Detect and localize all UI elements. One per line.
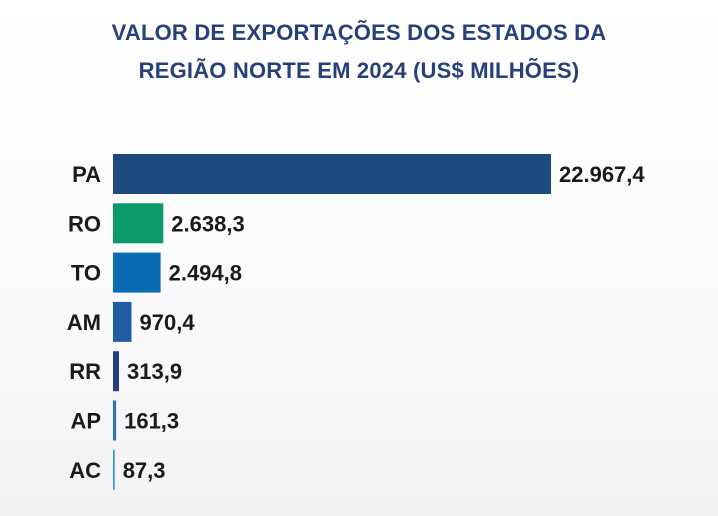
bar-am: [113, 301, 132, 342]
chart-title-line-2: REGIÃO NORTE EM 2024 (US$ MILHÕES): [138, 58, 580, 83]
category-label-ac: AC: [69, 458, 101, 483]
category-label-am: AM: [67, 310, 101, 335]
category-label-pa: PA: [72, 162, 101, 187]
bar-pa: [113, 154, 551, 194]
bar-ac: [113, 449, 115, 490]
value-label-am: 970,4: [140, 310, 196, 335]
value-label-to: 2.494,8: [169, 261, 242, 286]
value-label-ac: 87,3: [123, 458, 166, 483]
value-label-rr: 313,9: [127, 359, 182, 384]
value-label-ro: 2.638,3: [171, 211, 244, 236]
category-label-to: TO: [71, 261, 101, 286]
category-label-rr: RR: [69, 359, 101, 384]
value-label-pa: 22.967,4: [559, 162, 645, 187]
category-label-ap: AP: [70, 409, 101, 434]
bar-ap: [113, 400, 117, 441]
bar-rr: [113, 351, 119, 392]
bar-ro: [113, 203, 164, 244]
bar-to: [113, 252, 161, 293]
chart-title-line-1: VALOR DE EXPORTAÇÕES DOS ESTADOS DA: [111, 20, 607, 45]
value-label-ap: 161,3: [124, 409, 179, 434]
category-label-ro: RO: [68, 211, 101, 236]
